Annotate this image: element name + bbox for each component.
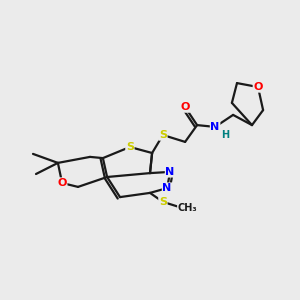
Text: N: N — [163, 183, 172, 193]
Text: O: O — [57, 178, 67, 188]
Text: S: S — [159, 130, 167, 140]
Text: S: S — [126, 142, 134, 152]
Text: O: O — [180, 102, 190, 112]
Text: S: S — [159, 197, 167, 207]
Text: CH₃: CH₃ — [178, 203, 197, 213]
Text: H: H — [221, 130, 230, 140]
Text: O: O — [253, 82, 263, 92]
Text: N: N — [211, 122, 220, 132]
Text: N: N — [166, 167, 175, 177]
